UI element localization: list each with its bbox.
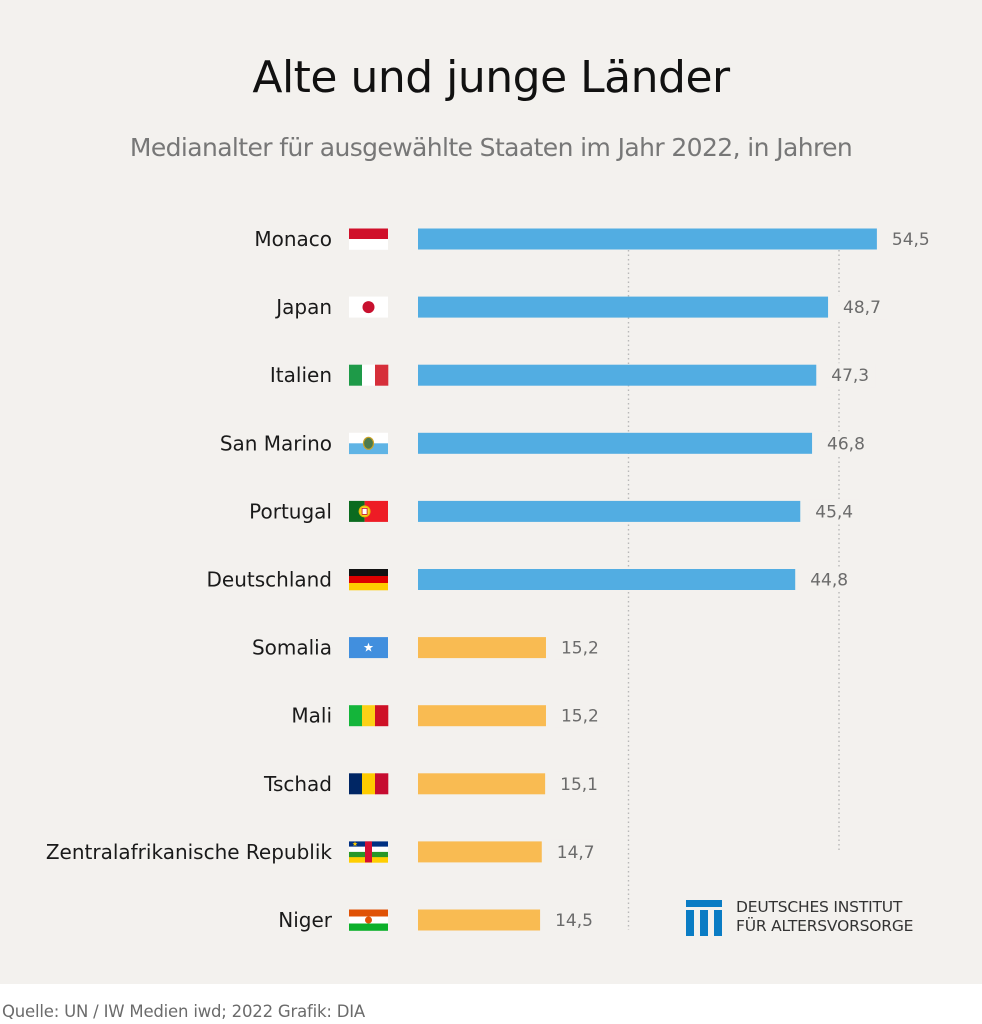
value-label: 15,1 (560, 775, 598, 795)
portugal-flag-icon (349, 500, 388, 522)
monaco-flag-icon (349, 228, 388, 250)
value-label-bg (804, 567, 855, 592)
category-label: Niger (278, 908, 333, 932)
value-label-bg (821, 431, 872, 456)
category-label: Portugal (249, 499, 332, 523)
logo-line-2: FÜR ALTERSVORSORGE (736, 917, 914, 935)
value-label-bg (809, 499, 860, 524)
value-label-bg (550, 839, 601, 864)
value-label-bg (554, 635, 605, 660)
value-label-bg (549, 908, 600, 932)
value-label: 14,5 (555, 911, 593, 931)
dia-logo-icon (686, 900, 722, 936)
central-african-republic-flag-icon (349, 841, 388, 863)
category-label: Somalia (252, 636, 332, 660)
chad-flag-icon (349, 773, 389, 795)
bar-mali (418, 705, 546, 727)
logo-line-1: DEUTSCHES INSTITUT (736, 898, 903, 916)
value-label-bg (554, 771, 605, 796)
value-label: 15,2 (561, 707, 599, 727)
somalia-flag-icon (349, 637, 388, 659)
germany-flag-icon (349, 569, 388, 591)
bar-tschad (418, 773, 546, 795)
category-label: San Marino (220, 431, 332, 455)
category-label: Zentralafrikanische Republik (46, 840, 333, 864)
bar-niger (418, 909, 541, 931)
value-label-bg (837, 295, 888, 320)
bar-portugal (418, 500, 801, 522)
category-label: Mali (291, 704, 332, 728)
value-label: 47,3 (831, 366, 869, 386)
value-label-bg (885, 227, 936, 251)
value-label: 14,7 (557, 843, 595, 863)
san-marino-flag-icon (349, 432, 388, 455)
dia-logo-text: DEUTSCHES INSTITUT FÜR ALTERSVORSORGE (736, 898, 913, 936)
value-label: 48,7 (843, 298, 881, 318)
bar-japan (418, 296, 829, 318)
value-label: 15,2 (561, 639, 599, 659)
chart-panel (0, 0, 982, 984)
bar-deutschland (418, 569, 796, 590)
japan-flag-icon (349, 296, 388, 318)
mali-flag-icon (349, 705, 389, 727)
chart-title: Alte und junge Länder (252, 52, 730, 103)
bar-italien (418, 364, 817, 386)
category-label: Italien (270, 363, 332, 387)
value-label: 54,5 (892, 230, 930, 250)
category-label: Deutschland (207, 568, 333, 592)
bar-chart: 54,5 Monaco 48,7 Japan 47,3 Italien 46,8 San Ma… (45, 227, 936, 932)
category-label: Japan (274, 295, 332, 319)
value-label: 46,8 (827, 434, 865, 454)
value-label: 45,4 (815, 502, 853, 522)
bar-monaco (418, 228, 877, 250)
value-label-bg (554, 703, 605, 728)
value-label: 44,8 (810, 571, 848, 591)
bars (418, 228, 877, 931)
category-label: Monaco (254, 227, 332, 251)
bar-zentralafrikanische-republik (418, 841, 542, 863)
bar-san-marino (418, 432, 813, 454)
gridlines (627, 250, 840, 930)
category-label: Tschad (263, 772, 332, 796)
niger-flag-icon (349, 909, 388, 931)
value-label-bg (825, 363, 876, 388)
italy-flag-icon (349, 364, 389, 386)
bar-somalia (418, 637, 546, 659)
source-note: Quelle: UN / IW Medien iwd; 2022 Grafik:… (2, 1002, 365, 1021)
labels: 54,5 Monaco 48,7 Japan 47,3 Italien 46,8 San Ma… (46, 227, 936, 932)
dia-logo: DEUTSCHES INSTITUT FÜR ALTERSVORSORGE (686, 898, 946, 942)
chart-subtitle: Medianalter für ausgewählte Staaten im J… (129, 133, 853, 162)
flags (349, 228, 389, 931)
